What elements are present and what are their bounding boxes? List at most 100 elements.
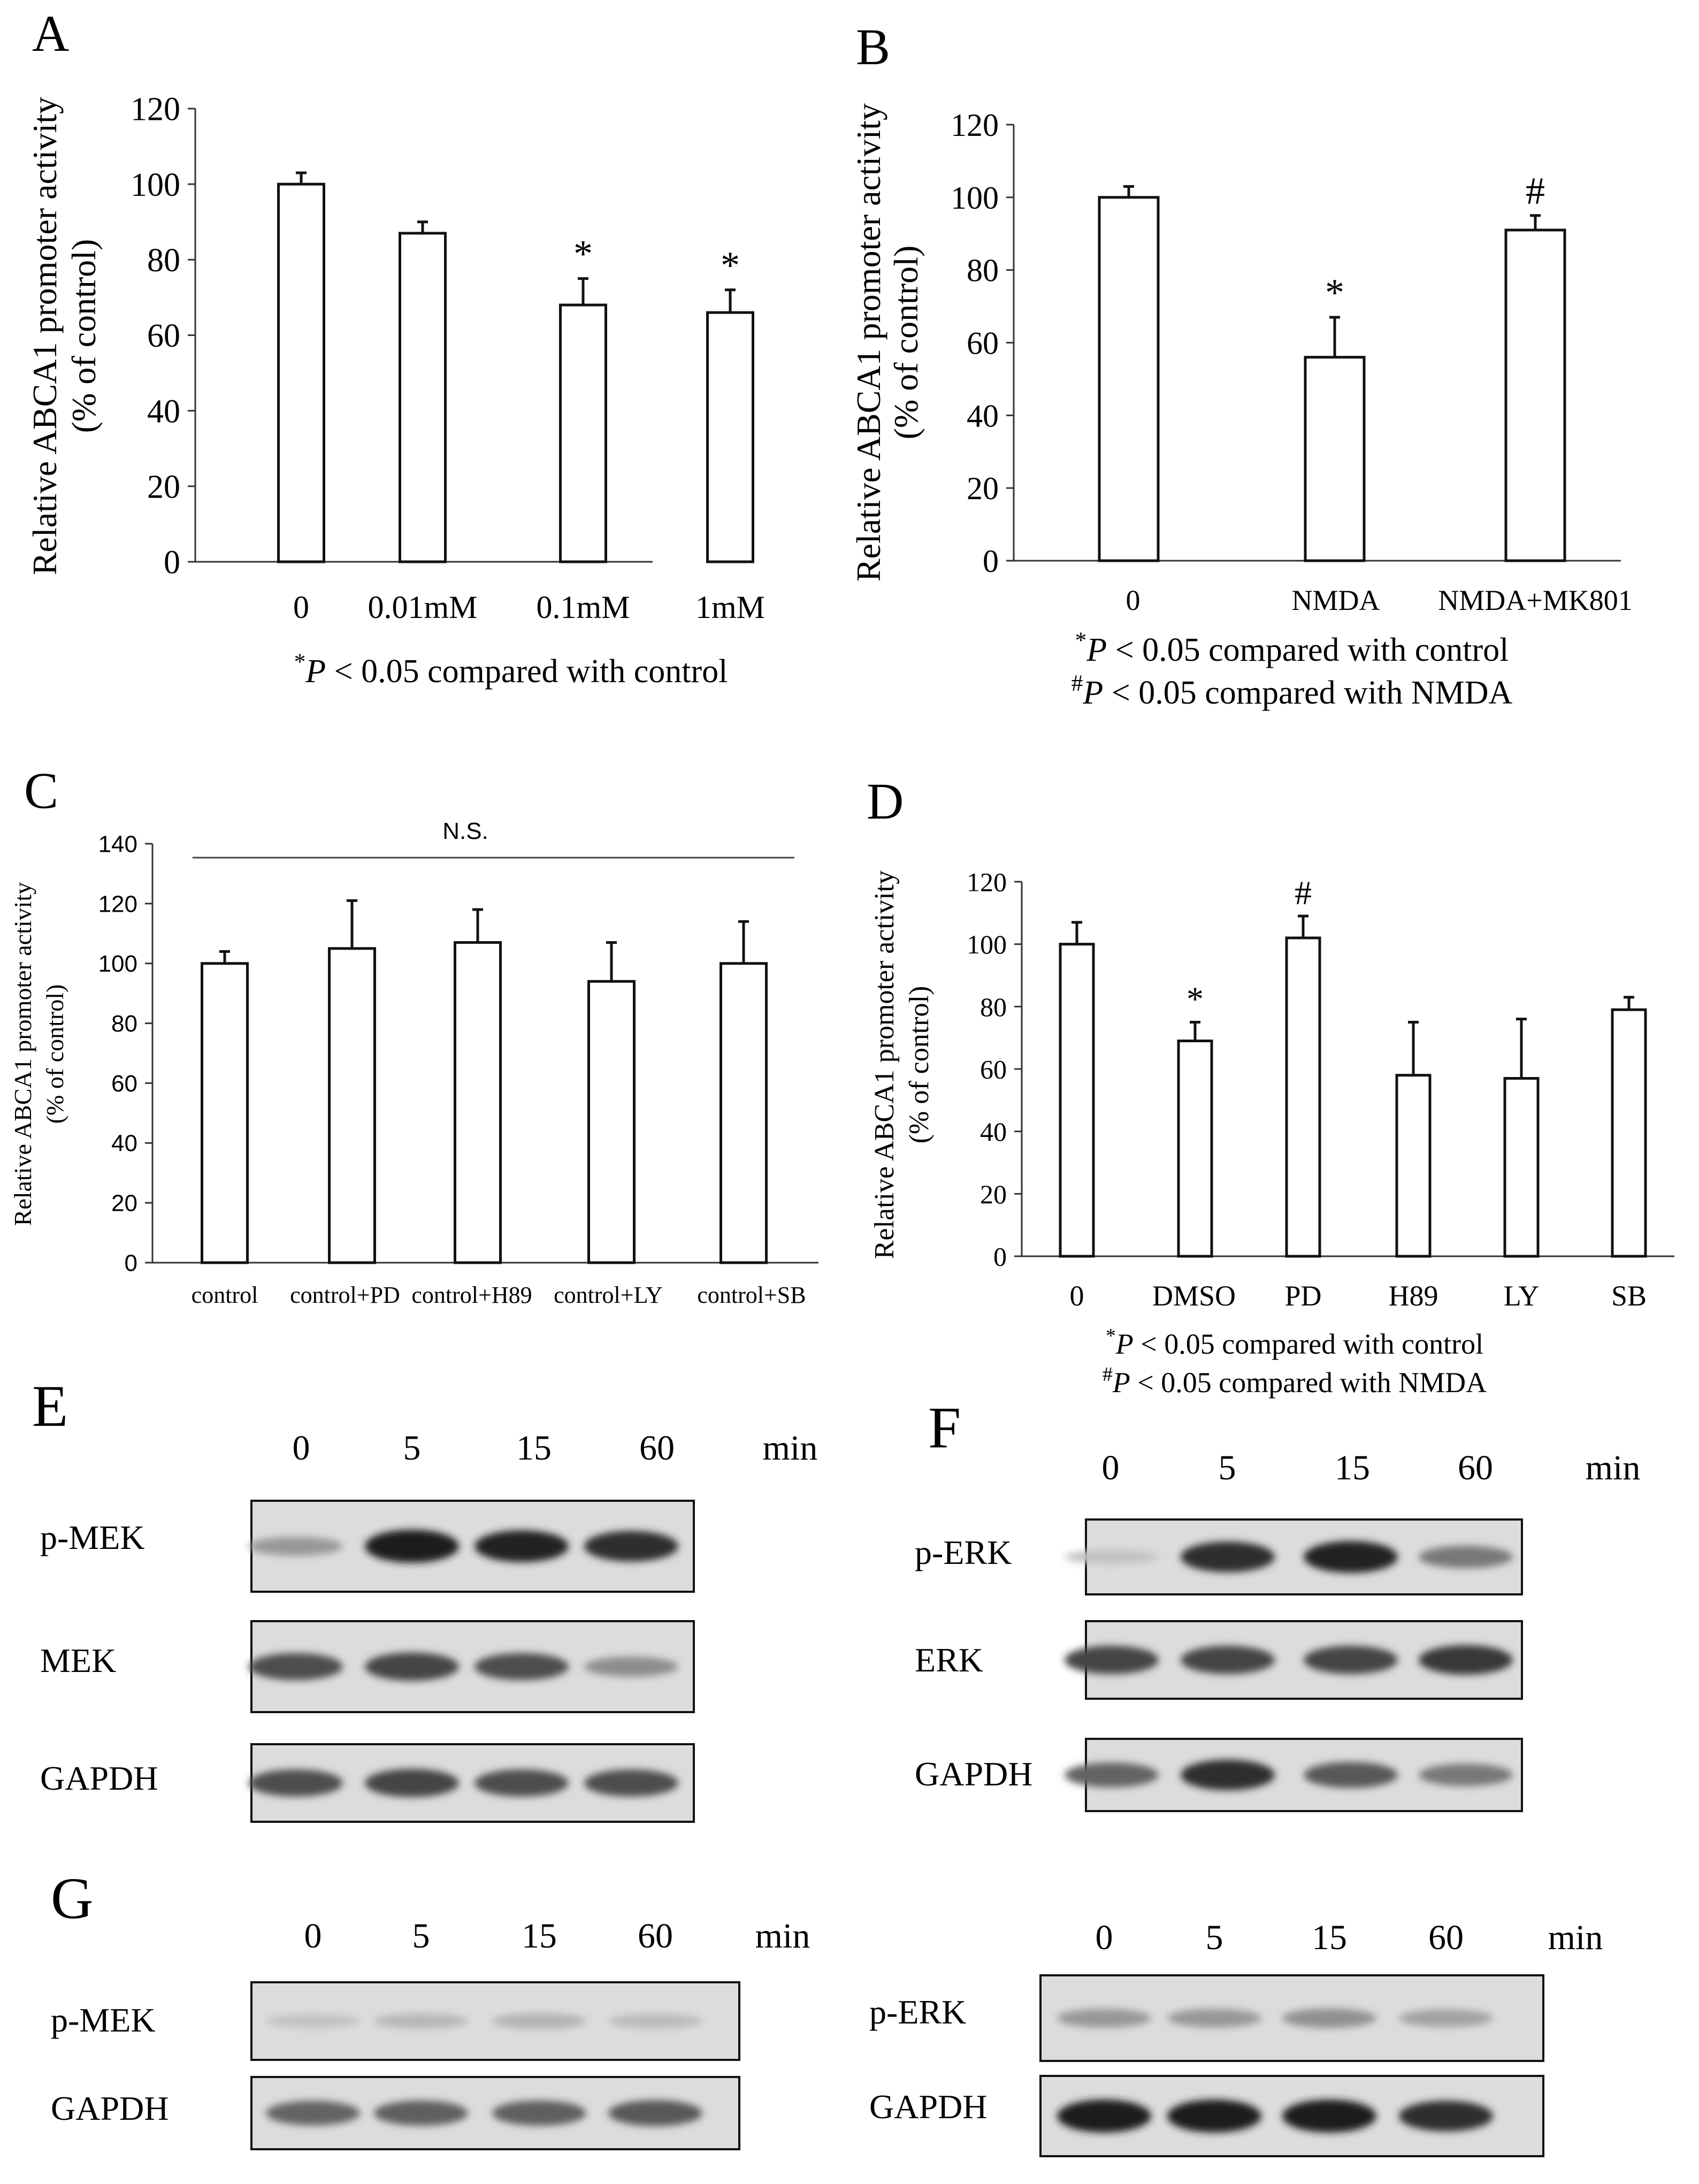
blot-f-band [1065,1762,1159,1788]
chart-a-footnote-symbol: * [294,649,306,675]
chart-d-y-tick-label: 20 [980,1179,1007,1209]
chart-b-y-tick-label: 20 [967,471,999,506]
chart-c-y-tick-label: 80 [111,1011,137,1037]
chart-c-ns-annotation: N.S. [442,818,488,844]
chart-d-footnote: *P < 0.05 compared with control [1106,1325,1483,1360]
blot-g-right-band [1282,2008,1376,2028]
chart-a-bar [559,303,607,563]
chart-b-bar [1098,196,1160,562]
blot-g-left-time-label: 5 [412,1916,430,1956]
blot-f-band [1419,1645,1513,1675]
panel-label-d: D [867,773,904,830]
blot-g-right-time-unit: min [1548,1918,1603,1957]
chart-b-significance-marker: # [1526,170,1545,212]
panel-label-a: A [32,5,69,62]
chart-d-x-tick-label: DMSO [1152,1280,1236,1312]
chart-a-bar [706,311,754,563]
chart-b-bar [1304,356,1366,562]
blot-e-band [475,1653,569,1681]
blot-g-left-row-label: p-MEK [51,2001,156,2039]
panel-label-e: E [32,1373,68,1439]
chart-c-y-tick-label: 60 [111,1071,137,1097]
chart-a-y-tick-label: 0 [164,545,180,581]
blot-f-row-label: GAPDH [915,1755,1032,1793]
panel-label-c: C [24,762,58,819]
blot-g-right-band [1282,2099,1376,2133]
chart-c-x-tick-label: control+PD [290,1282,400,1308]
chart-a-y-tick-label: 40 [147,393,180,430]
blot-panel-g-right: 0 5 15 60 min p-ERK GAPDH [869,1918,1603,2157]
chart-b-y-axis-label: Relative ABCA1 promoter activity [850,103,887,582]
chart-b-x-tick-label: NMDA+MK801 [1438,584,1632,616]
blot-e-row-label: GAPDH [40,1759,158,1797]
chart-d-bar [1177,1040,1213,1258]
chart-a-bar [277,182,325,563]
chart-d-significance-marker: * [1187,980,1204,1018]
chart-c-y-tick-label: 100 [98,951,137,977]
chart-d-y-tick-label: 60 [980,1055,1007,1085]
chart-a-significance-marker: * [573,233,593,276]
blot-f-time-label: 60 [1458,1448,1493,1487]
chart-d-bar [1611,1008,1647,1258]
blot-e-band [365,1530,459,1563]
blot-e-band [475,1769,569,1797]
blot-f-band [1065,1646,1159,1674]
chart-c-y-tick-label: 120 [98,891,137,917]
blot-g-right-time-label: 5 [1206,1918,1223,1957]
chart-a: 0 20 40 60 80 100 120 Relative ABCA1 promoter a… [26,91,765,690]
chart-b-y-tick-label: 120 [951,108,999,143]
chart-c-x-tick-label: control [192,1282,258,1308]
chart-b-footnote-text: < 0.05 compared with control [1107,632,1509,668]
chart-a-bar [399,232,447,563]
chart-b-footnote: *P < 0.05 compared with control [1075,628,1509,668]
blot-g-left-band [266,2101,360,2126]
chart-a-significance-marker: * [721,244,740,287]
chart-a-x-tick-label: 0.1mM [536,590,630,625]
chart-c-y-axis-label: Relative ABCA1 promoter activity [9,882,36,1226]
blot-f-band [1181,1759,1275,1791]
chart-d-footnote-symbol: * [1106,1325,1116,1347]
blot-g-right-band [1057,2099,1151,2133]
blot-f-band [1181,1646,1275,1674]
chart-d-bar [1285,936,1321,1258]
chart-a-y-tick-label: 60 [147,318,180,354]
panel-label-f: F [928,1395,961,1460]
blot-f-band [1304,1762,1398,1788]
blot-g-left-band [374,2013,468,2029]
blot-g-right-band [1167,2009,1261,2028]
blot-e-band [475,1530,569,1562]
blot-e-band [584,1769,678,1797]
blot-g-right-row-label: GAPDH [869,2088,987,2126]
blot-g-right-time-label: 15 [1312,1918,1347,1957]
chart-b-y-tick-label: 80 [967,253,999,288]
blot-g-left-time-label: 15 [522,1916,557,1956]
blot-f-band [1181,1541,1275,1572]
blot-g-left-band [374,2100,468,2126]
panel-label-b: B [856,18,890,75]
chart-d-footnote-p: P [1112,1366,1130,1399]
blot-g-left-band [608,2013,702,2029]
blot-e-band [249,1653,343,1681]
chart-b-footnote: #P < 0.05 compared with NMDA [1072,670,1513,711]
chart-d-y-tick-label: 120 [967,867,1007,897]
blot-e-row-label: p-MEK [40,1518,145,1556]
blot-g-right-band [1167,2099,1261,2133]
blot-g-right-time-label: 60 [1428,1918,1464,1957]
chart-d-footnote-text: < 0.05 compared with NMDA [1130,1366,1487,1399]
chart-c-bar [328,947,376,1264]
chart-b-y-tick-label: 40 [967,398,999,433]
chart-b-x-tick-label: 0 [1126,584,1141,616]
chart-a-x-tick-label: 0.01mM [368,590,477,625]
blot-g-left-time-label: 60 [638,1916,673,1956]
chart-a-y-axis-unit: (% of control) [65,239,103,433]
chart-a-y-tick-label: 120 [131,91,180,128]
chart-b-y-axis-unit: (% of control) [887,246,925,440]
chart-c-y-tick-label: 20 [111,1190,137,1217]
chart-b-y-tick-label: 100 [951,180,999,216]
chart-a-y-tick-label: 100 [131,167,180,203]
chart-b-footnote-symbol: # [1072,670,1083,696]
blot-e-row-label: MEK [40,1641,116,1679]
chart-b-footnote-p: P [1086,632,1107,668]
blot-f-time-unit: min [1586,1448,1641,1487]
